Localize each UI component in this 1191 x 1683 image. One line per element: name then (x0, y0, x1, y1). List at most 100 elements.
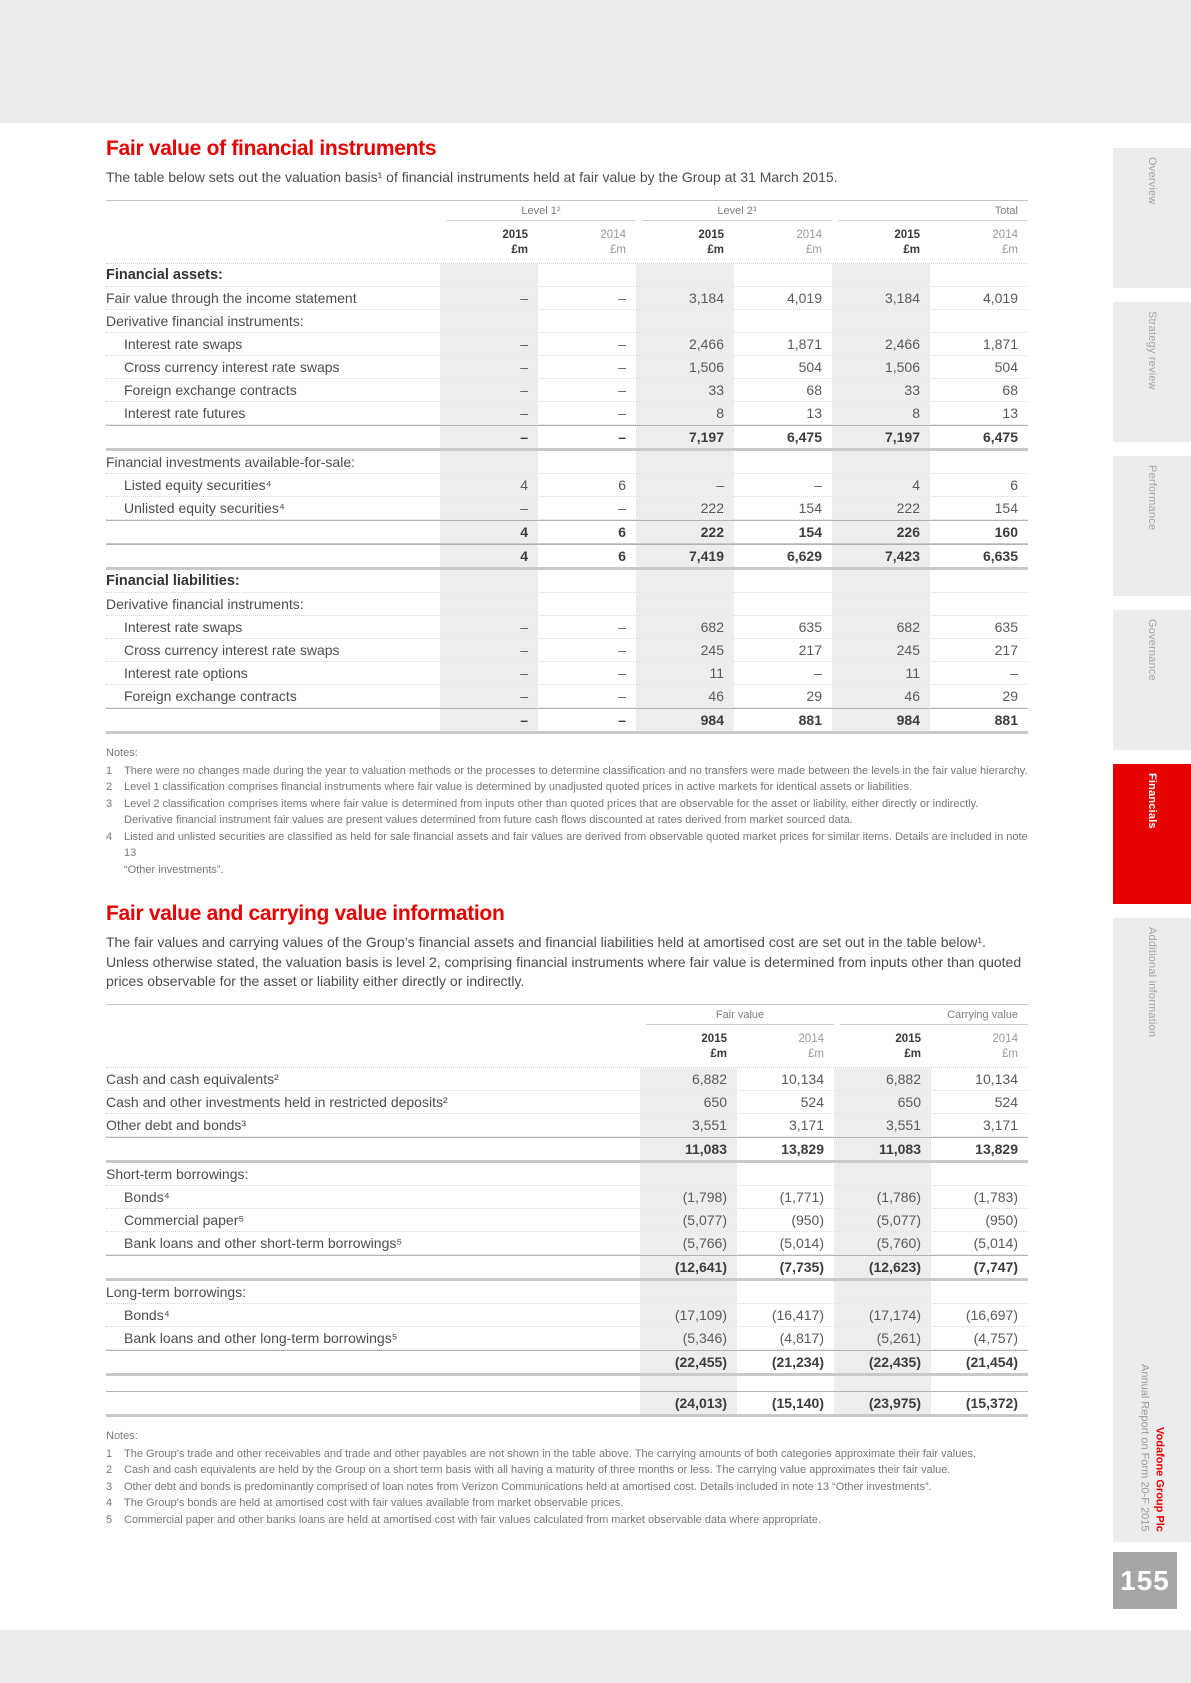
row-label (106, 1376, 640, 1391)
cell-value (737, 1376, 834, 1391)
cell-value: 160 (994, 524, 1018, 541)
cell-value: – (440, 402, 538, 425)
page-bottom-margin-band (0, 1630, 1191, 1683)
cell-value: 29 (806, 688, 822, 705)
row-label: Derivative financial instruments: (106, 596, 304, 613)
cell-value: (1,771) (779, 1189, 824, 1205)
cell-value: (21,234) (771, 1354, 824, 1370)
cell-value: – (618, 665, 626, 682)
cell-value: 6 (618, 524, 626, 541)
note-number: 1 (106, 1447, 113, 1460)
cell-value: (17,109) (640, 1304, 737, 1326)
row-label: Financial liabilities: (106, 573, 240, 590)
cell-value: 524 (994, 1094, 1018, 1110)
row-label: Fair value through the income statement (106, 290, 357, 307)
notes-title: Notes: (106, 1430, 138, 1442)
note-number: 4 (106, 830, 113, 843)
table-row: (24,013) (15,140) (23,975) (15,372) (106, 1391, 1028, 1417)
row-label: Cash and cash equivalents² (106, 1071, 279, 1087)
cell-value (640, 1281, 737, 1303)
cell-value: 650 (834, 1091, 931, 1113)
cell-value (636, 570, 734, 593)
footer-report-title: Annual Report on Form 20-F 2015 (1138, 1364, 1151, 1532)
cell-value (832, 451, 930, 474)
table-row: Short-term borrowings: (106, 1163, 1028, 1186)
table-row: Fair value through the income statement –… (106, 287, 1028, 311)
table-row: Cross currency interest rate swaps – –245 2… (106, 639, 1028, 663)
note-item: 5 Commercial paper and other banks loans … (106, 1512, 1028, 1529)
column-group-label: Level 1² (446, 205, 636, 222)
cell-value: 3,551 (640, 1114, 737, 1136)
fair-value-instruments-table: Level 1² Level 2³ Total 2015 £m 2014 £m 2015 £m 2… (106, 200, 1028, 735)
cell-value: 13,829 (975, 1141, 1018, 1157)
cell-value (636, 451, 734, 474)
table-row: Derivative financial instruments: (106, 310, 1028, 334)
cell-value (931, 1163, 1028, 1185)
sidebar-tab-strategy-review: Strategy review (1113, 302, 1191, 442)
column-year-label: 2015 (502, 229, 528, 242)
note-text: The Group’s bonds are held at amortised … (124, 1495, 1028, 1512)
cell-value: 33 (832, 379, 930, 402)
note-text: The Group’s trade and other receivables … (124, 1446, 1028, 1463)
cell-value: 635 (994, 619, 1018, 636)
cell-value (834, 1376, 931, 1391)
cell-value (734, 593, 832, 615)
financial-table: Fair value Carrying value 2015 £m 2014 £m 2015… (106, 1004, 1028, 1417)
cell-value: 10,134 (781, 1071, 824, 1087)
cell-value: (4,757) (973, 1330, 1018, 1346)
cell-value: (21,454) (965, 1354, 1018, 1370)
sidebar-tab-governance: Governance (1113, 610, 1191, 750)
cell-value: 650 (640, 1091, 737, 1113)
cell-value: (5,346) (640, 1327, 737, 1349)
cell-value: 6 (618, 477, 626, 494)
cell-value: 33 (636, 379, 734, 402)
cell-value: – (440, 685, 538, 708)
table-column-headers-row: 2015 £m 2014 £m 2015 £m 2014 £m 2015 £m 2014 £m (106, 221, 1028, 265)
cell-value: (5,014) (973, 1235, 1018, 1251)
row-label: Unlisted equity securities⁴ (124, 500, 285, 517)
note-text: Cash and cash equivalents are held by th… (124, 1462, 1028, 1479)
cell-value: – (618, 500, 626, 517)
table1-notes: Notes: 1 There were no changes made during… (106, 745, 1028, 878)
cell-value (930, 451, 1028, 473)
cell-value: – (814, 477, 822, 494)
cell-value (737, 1281, 834, 1303)
cell-value (640, 1163, 737, 1185)
cell-value: (1,786) (834, 1186, 931, 1208)
cell-value: 217 (798, 642, 822, 659)
table-row: Interest rate swaps – –682 635 682 635 (106, 616, 1028, 640)
cell-value: 6,475 (786, 429, 822, 446)
table-row: Interest rate swaps – –2,466 1,871 2,466 1,87… (106, 333, 1028, 357)
cell-value: (22,435) (834, 1351, 931, 1373)
page-content: Fair value of financial instruments The … (106, 123, 1028, 1528)
cell-value: 154 (798, 524, 822, 541)
cell-value: (7,735) (779, 1259, 824, 1275)
table-row: 4 6 7,419 6,629 7,423 6,635 (106, 544, 1028, 571)
note-number: 1 (106, 764, 113, 777)
cell-value (832, 310, 930, 333)
table-row: Financial liabilities: (106, 570, 1028, 594)
table-row: Cash and other investments held in restr… (106, 1091, 1028, 1114)
note-item: 1 There were no changes made during the y… (106, 763, 1028, 780)
cell-value (440, 451, 538, 474)
table-row: (12,641) (7,735) (12,623) (7,747) (106, 1255, 1028, 1281)
table-row: Bonds⁴ (1,798) (1,771) (1,786) (1,783) (106, 1186, 1028, 1209)
cell-value: 6,629 (786, 548, 822, 565)
note-line: Derivative financial instrument fair val… (124, 814, 853, 827)
column-year-label: 2014 (992, 1033, 1018, 1046)
year-header-spacer (106, 1032, 640, 1062)
cell-value: (5,760) (834, 1232, 931, 1254)
note-item: 4 Listed and unlisted securities are clas… (106, 829, 1028, 879)
note-line: “Other investments”. (124, 863, 224, 876)
column-header: 2014 £m (737, 1032, 834, 1062)
note-line: The Group’s trade and other receivables … (124, 1447, 976, 1460)
note-text: Commercial paper and other banks loans a… (124, 1512, 1028, 1529)
cell-value (834, 1163, 931, 1185)
note-number: 2 (106, 1464, 113, 1476)
note-item: 3 Level 2 classification comprises items … (106, 796, 1028, 829)
cell-value: 4 (440, 521, 538, 544)
cell-value (734, 570, 832, 592)
cell-value: 245 (636, 639, 734, 662)
table-row: – –984 881 984 881 (106, 708, 1028, 735)
cell-value: (950) (791, 1212, 824, 1228)
